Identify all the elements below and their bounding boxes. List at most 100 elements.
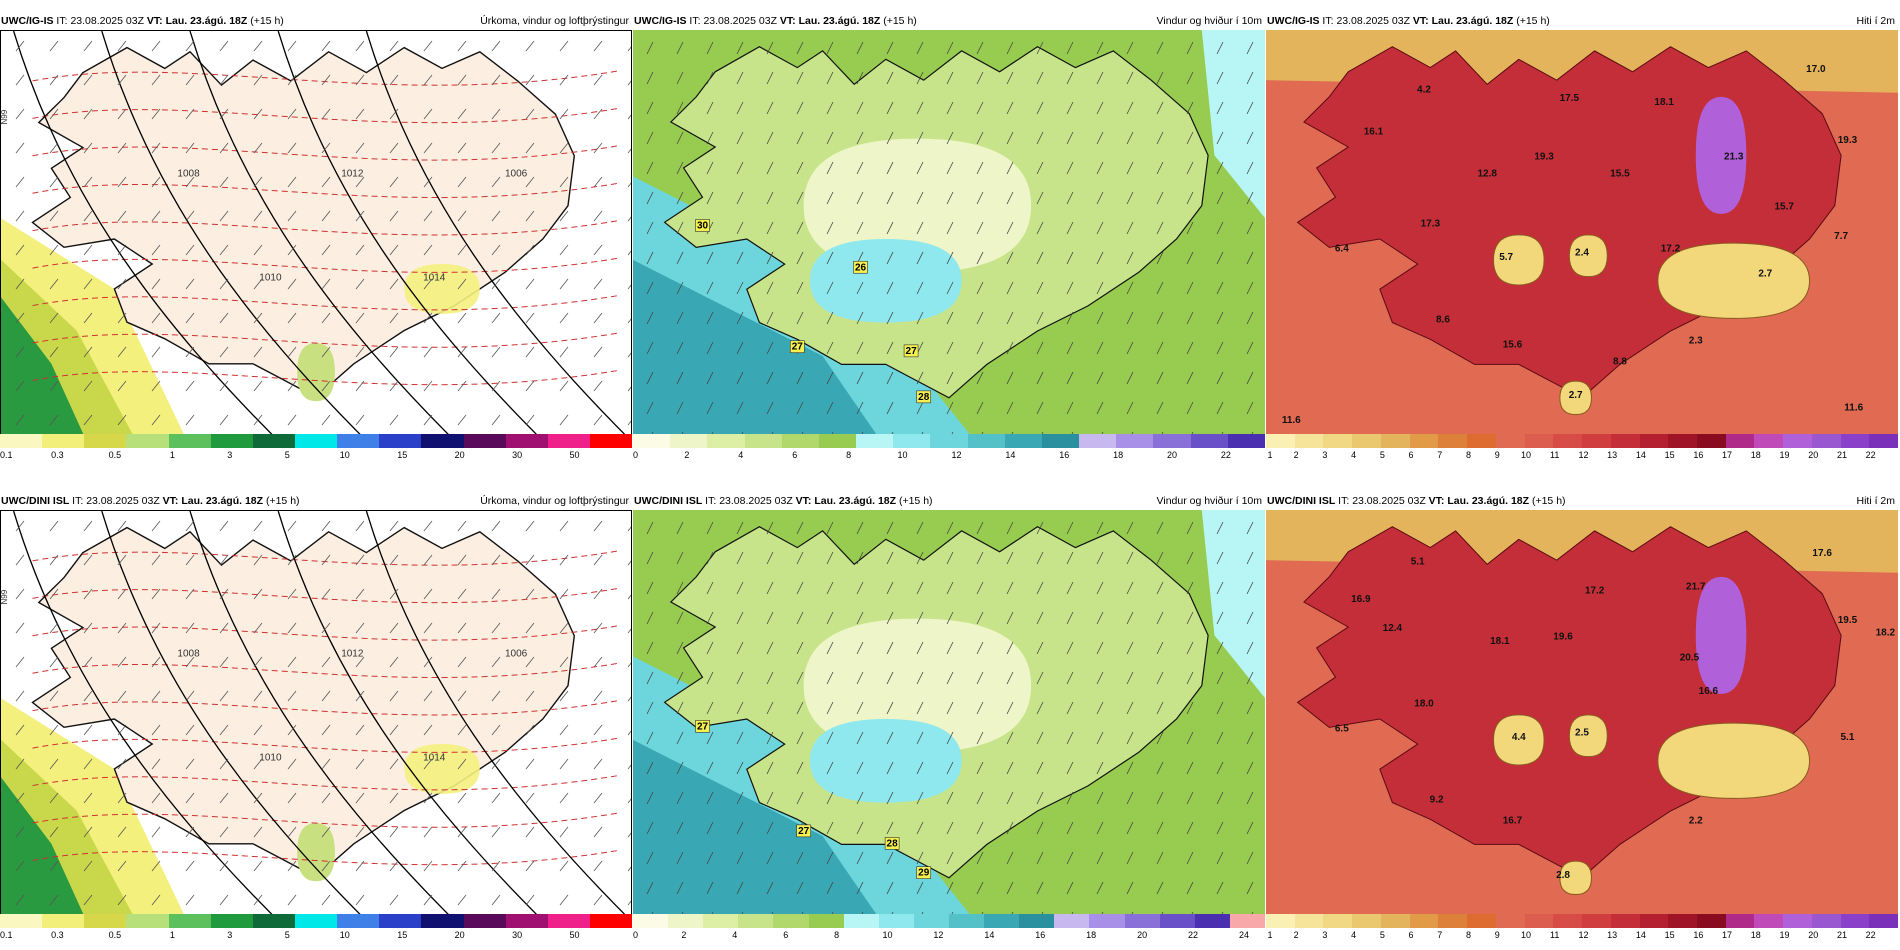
wind-barb [423, 40, 433, 52]
wind-arrow [916, 581, 924, 595]
wind-barb [117, 690, 127, 702]
wind-arrow [766, 371, 774, 385]
wind-arrow [946, 791, 954, 805]
wind-arrow [1066, 281, 1074, 295]
wind-arrow [826, 101, 834, 115]
colorbar-swatch [633, 914, 669, 928]
wind-arrow [766, 671, 774, 685]
wind-barb [321, 244, 331, 256]
temperature-contour [32, 369, 619, 386]
wind-arrow [1186, 701, 1194, 715]
wind-barb [423, 690, 433, 702]
wind-barb [219, 554, 229, 566]
wind-arrow [676, 101, 684, 115]
wind-arrow [1066, 71, 1074, 85]
wind-arrow [736, 371, 744, 385]
colorbar-swatch [547, 434, 590, 448]
gust-label-box [790, 340, 805, 353]
wind-barb [627, 284, 631, 290]
wind-barb [627, 662, 631, 668]
wind-barb [151, 792, 161, 804]
vt-label: VT: [146, 15, 163, 27]
colorbar-tick-label: 7 [1437, 930, 1443, 940]
colorbar-swatch [1041, 434, 1080, 448]
lead-time: (+15 h) [250, 15, 284, 27]
wind-barb [559, 622, 569, 634]
wind-arrow [1096, 671, 1104, 685]
wind-barb [219, 690, 229, 702]
wind-barb [15, 758, 25, 770]
colorbar-tick-label: 10 [1520, 450, 1532, 460]
wind-barb [627, 764, 631, 770]
wind-barb [355, 622, 365, 634]
wind-arrow [916, 281, 924, 295]
wind-barb [83, 724, 93, 736]
wind-barb [185, 894, 195, 906]
wind-arrow [1006, 521, 1014, 535]
wind-barb [287, 792, 297, 804]
wind-barb [423, 346, 433, 358]
colorbar-swatch [1869, 434, 1899, 448]
it-label: IT: [705, 495, 717, 507]
wind-barb [287, 826, 297, 838]
gust-label-box [916, 390, 932, 404]
wind-barb [49, 278, 59, 290]
gust-label: 28 [918, 392, 930, 403]
wind-speed-zone [633, 739, 886, 928]
wind-barb [593, 554, 603, 566]
colorbar-swatch [1438, 434, 1468, 448]
wind-arrow [676, 731, 684, 745]
wind-arrow [706, 131, 714, 145]
wind-arrow [736, 641, 744, 655]
isobar-label: 1006 [505, 649, 528, 660]
colorbar-tick-label: 15 [397, 930, 408, 940]
wind-barb [151, 860, 161, 872]
wind-barb [491, 520, 501, 532]
colorbar-tick-label: 20 [1808, 930, 1819, 940]
colorbar-swatch [589, 914, 633, 928]
wind-barb [83, 210, 93, 222]
wind-arrow [706, 791, 714, 805]
wind-arrow [826, 641, 834, 655]
wind-barb [117, 414, 127, 426]
precip-colorbar [0, 434, 633, 448]
wind-barb [117, 860, 127, 872]
wind-barb [355, 826, 365, 838]
wind-barb [491, 278, 501, 290]
wind-barb [15, 108, 25, 120]
wind-arrow [1186, 251, 1194, 265]
temperature-contour [32, 145, 619, 161]
wind-arrow [646, 221, 654, 235]
wind-arrow [646, 371, 654, 385]
wind-arrow [1246, 161, 1254, 175]
wind-arrow [1096, 161, 1104, 175]
temperature-label: 7.7 [1834, 231, 1848, 242]
wind-arrow [736, 221, 744, 235]
wind-barb [15, 690, 25, 702]
wind-barb [355, 380, 365, 392]
wind-arrow [796, 701, 804, 715]
wind-barb [117, 108, 127, 120]
colorbar-swatch [738, 914, 774, 928]
wind-arrow [1066, 551, 1074, 565]
wind-arrow [916, 161, 924, 175]
wind-barb [83, 826, 93, 838]
wind-barb [83, 142, 93, 154]
wind-arrow [976, 551, 984, 565]
colorbar-tick-label: 19 [1779, 450, 1790, 460]
wind-arrow [1096, 521, 1104, 535]
wind-barb [151, 210, 161, 222]
wind-barb [151, 74, 161, 86]
colorbar-swatch [0, 914, 43, 928]
colorbar-swatch [1409, 434, 1439, 448]
wind-arrow [976, 221, 984, 235]
wind-barb [491, 210, 501, 222]
wind-arrow [1216, 791, 1224, 805]
temperature-label: 17.2 [1585, 586, 1605, 597]
wind-barb [423, 656, 433, 668]
wind-barb [219, 792, 229, 804]
colorbar-tick-label: 10 [339, 450, 350, 460]
wind-arrow [1246, 671, 1254, 685]
wind-arrow [1096, 221, 1104, 235]
colorbar-swatch [1294, 434, 1324, 448]
